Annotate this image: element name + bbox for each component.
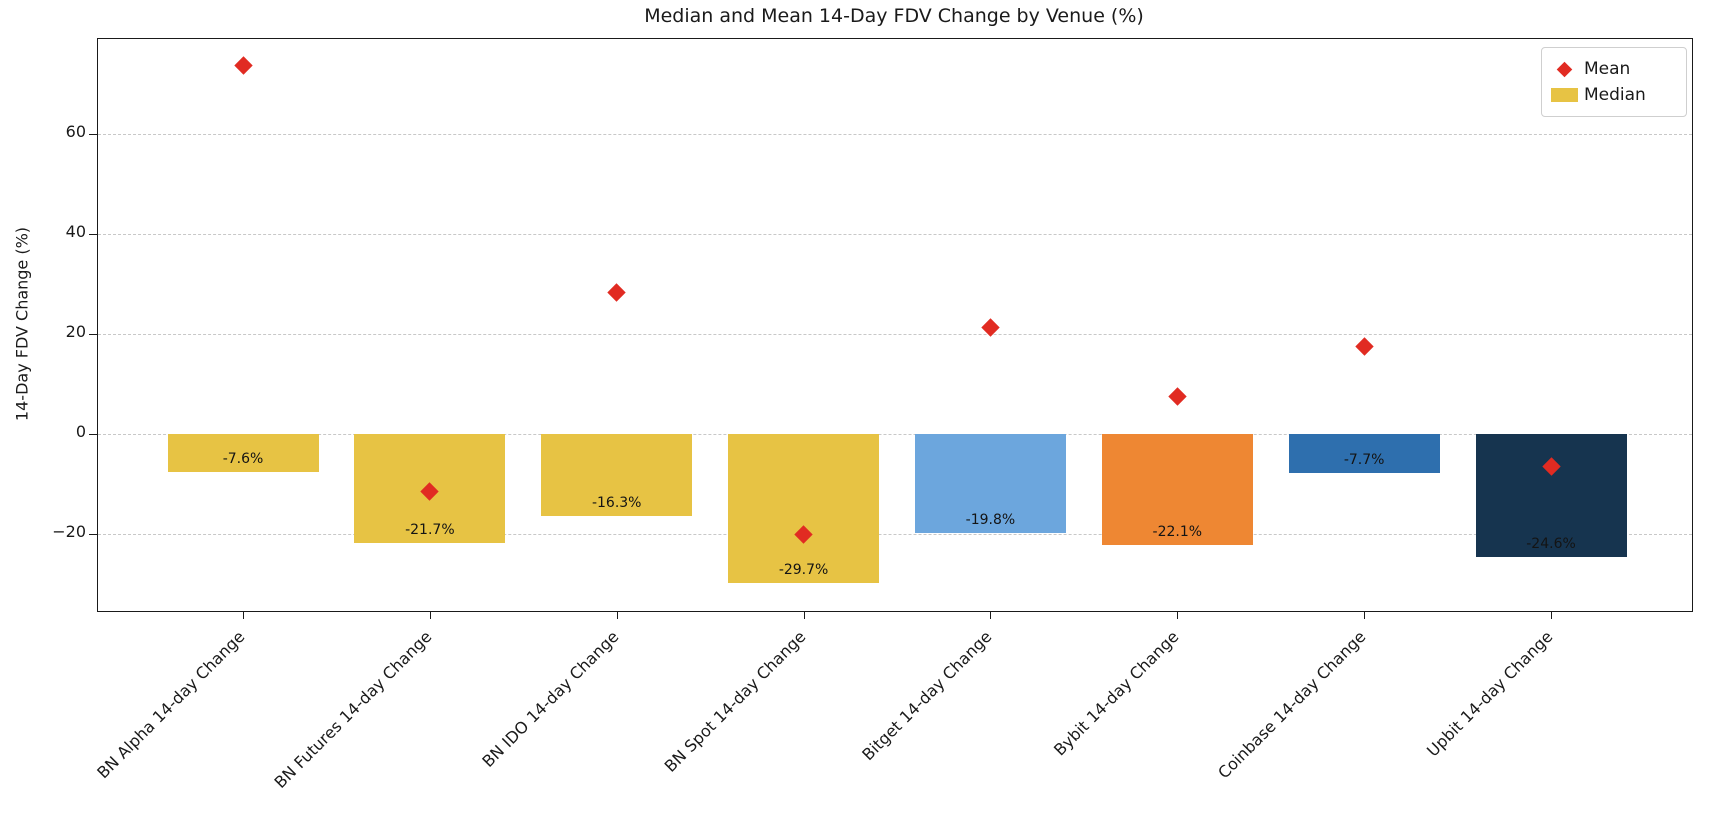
- bar-value-label: -29.7%: [778, 561, 829, 578]
- y-tick-mark: [89, 434, 98, 435]
- mean-diamond-icon: [1556, 61, 1573, 77]
- mean-marker: [1354, 336, 1374, 356]
- x-tick-mark: [1364, 611, 1366, 619]
- bar-value-label: -24.6%: [1526, 536, 1576, 552]
- legend-label-mean: Mean: [1584, 59, 1631, 79]
- x-tick-mark: [1551, 611, 1553, 619]
- y-gridline: [98, 134, 1692, 135]
- y-gridline: [98, 234, 1692, 235]
- x-tick-label: Upbit 14-day Change: [1422, 627, 1557, 761]
- median-bar: [728, 434, 880, 583]
- y-gridline: [98, 434, 1692, 435]
- y-tick-label: 60: [65, 122, 86, 141]
- x-tick-mark: [243, 611, 244, 619]
- bar-value-label: -22.1%: [1152, 523, 1203, 540]
- bar-value-label: -16.3%: [591, 494, 642, 511]
- legend-item-median: Median: [1551, 82, 1676, 108]
- x-tick-label: BN Spot 14-day Change: [660, 627, 810, 776]
- y-gridline: [98, 534, 1692, 535]
- bar-value-label: -7.7%: [1343, 451, 1385, 468]
- median-bar: [541, 434, 693, 516]
- x-tick-label: BN Futures 14-day Change: [270, 627, 436, 792]
- x-tick-label: BN IDO 14-day Change: [478, 627, 623, 772]
- y-tick-mark: [89, 534, 98, 535]
- x-tick-mark: [990, 611, 992, 619]
- x-tick-mark: [616, 611, 618, 619]
- mean-marker: [607, 282, 626, 302]
- median-bar: [914, 434, 1066, 533]
- median-bar: [1101, 434, 1253, 545]
- y-tick-label: 20: [65, 322, 86, 341]
- median-bar: [1475, 434, 1627, 557]
- median-bar: [1288, 434, 1440, 473]
- y-tick-mark: [89, 134, 98, 135]
- y-tick-label: 40: [65, 222, 86, 241]
- y-tick-label: 0: [75, 422, 86, 441]
- x-tick-label: Bitget 14-day Change: [858, 627, 996, 765]
- y-tick-label: −20: [52, 522, 86, 541]
- y-gridline: [98, 334, 1692, 335]
- y-tick-mark: [89, 234, 98, 235]
- plot-area: -7.6% -21.7% -16.3% -29.7% -19.8% -22.1% -7.7%…: [89, 38, 1693, 792]
- legend-item-mean: Mean: [1554, 56, 1676, 82]
- x-tick-label: Coinbase 14-day Change: [1214, 627, 1370, 783]
- y-tick-mark: [89, 334, 98, 335]
- median-swatch-icon: [1551, 88, 1578, 102]
- x-tick-mark: [429, 611, 431, 619]
- bar-value-label: -21.7%: [405, 521, 455, 538]
- chart-title: Median and Mean 14-Day FDV Change by Ven…: [644, 5, 1144, 27]
- x-tick-label: Bybit 14-day Change: [1050, 627, 1183, 760]
- mean-marker: [233, 55, 253, 75]
- x-tick-mark: [803, 611, 805, 619]
- mean-marker: [1168, 386, 1187, 406]
- legend-label-median: Median: [1584, 85, 1646, 105]
- bar-value-label: -7.6%: [222, 451, 264, 467]
- x-tick-mark: [1177, 611, 1179, 619]
- bar-value-label: -19.8%: [965, 512, 1016, 528]
- median-bar: [167, 434, 319, 472]
- x-tick-label: BN Alpha 14-day Change: [93, 627, 249, 783]
- legend: Mean Median: [1541, 47, 1687, 117]
